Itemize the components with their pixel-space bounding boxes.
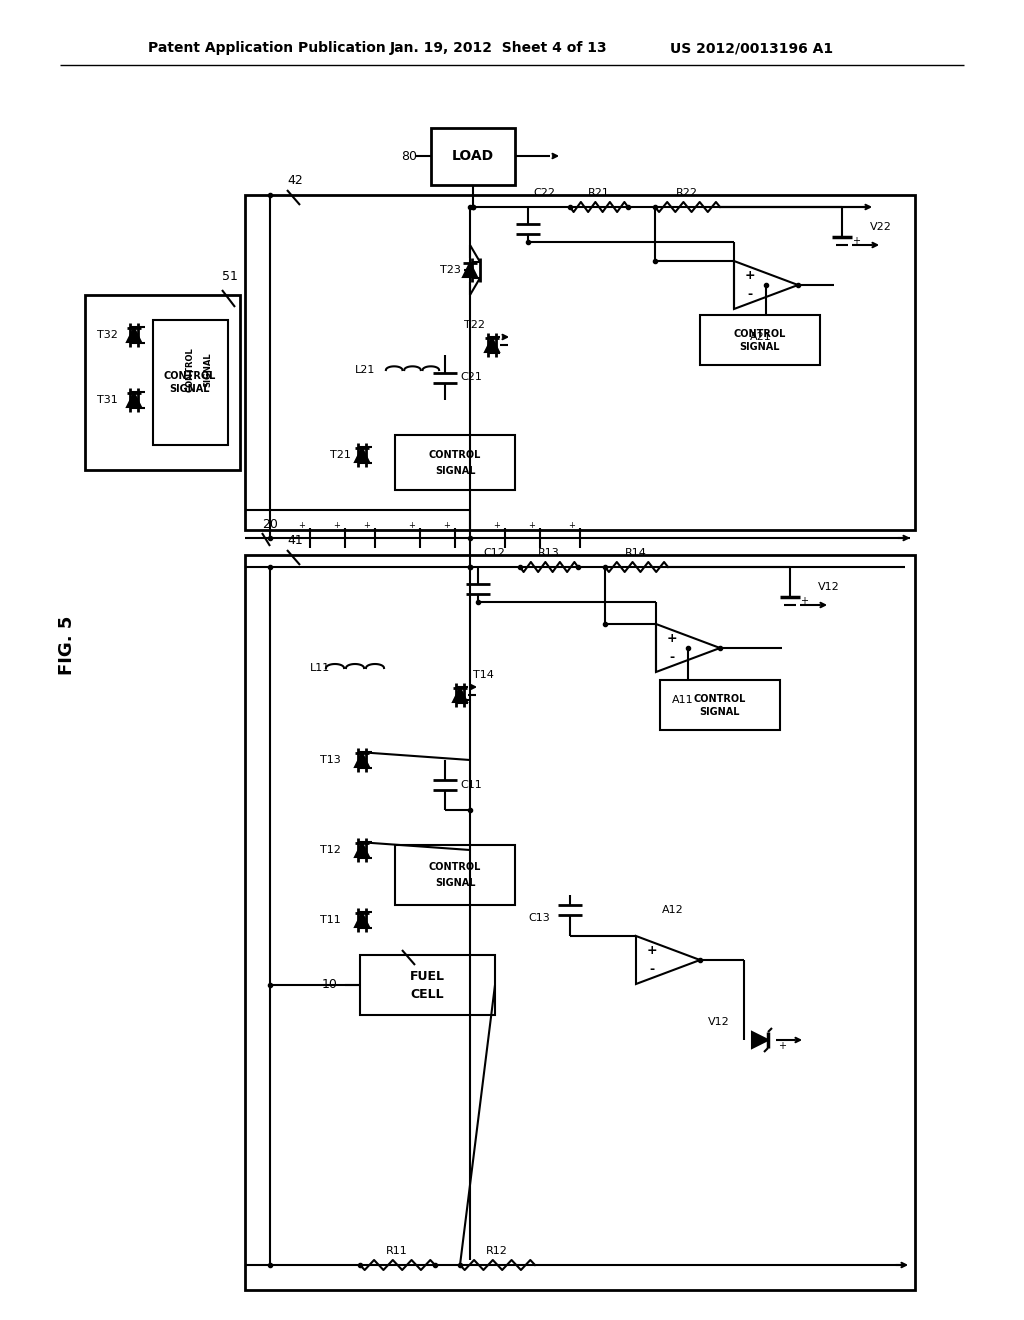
Text: L11: L11 xyxy=(310,663,331,673)
Text: A12: A12 xyxy=(663,906,684,915)
Text: L21: L21 xyxy=(354,366,375,375)
Text: +: + xyxy=(334,521,340,531)
Text: +: + xyxy=(299,521,305,531)
Polygon shape xyxy=(485,338,499,352)
Text: T23: T23 xyxy=(439,265,461,275)
Text: FIG. 5: FIG. 5 xyxy=(58,615,76,675)
Text: R22: R22 xyxy=(676,187,698,198)
Text: SIGNAL: SIGNAL xyxy=(204,352,213,387)
Text: R14: R14 xyxy=(625,548,647,558)
Text: Jan. 19, 2012  Sheet 4 of 13: Jan. 19, 2012 Sheet 4 of 13 xyxy=(390,41,607,55)
Text: CELL: CELL xyxy=(411,989,443,1002)
Text: 10: 10 xyxy=(323,978,338,991)
Bar xyxy=(431,128,515,185)
Text: C12: C12 xyxy=(483,548,505,558)
Polygon shape xyxy=(355,447,369,462)
Text: T11: T11 xyxy=(319,915,340,925)
Text: T12: T12 xyxy=(319,845,340,855)
Text: +: + xyxy=(528,521,536,531)
Bar xyxy=(245,554,915,1290)
Text: A21: A21 xyxy=(751,333,772,342)
Polygon shape xyxy=(355,843,369,857)
Text: R13: R13 xyxy=(539,548,560,558)
Text: C13: C13 xyxy=(528,913,550,923)
Text: SIGNAL: SIGNAL xyxy=(435,466,475,477)
Text: +: + xyxy=(800,597,808,606)
Bar xyxy=(395,436,515,490)
Bar xyxy=(153,319,228,445)
Text: T31: T31 xyxy=(97,395,118,405)
Text: +: + xyxy=(852,236,860,246)
Text: A11: A11 xyxy=(672,696,694,705)
Text: +: + xyxy=(568,521,575,531)
Text: T22: T22 xyxy=(465,319,485,330)
Polygon shape xyxy=(355,913,369,927)
Text: 51: 51 xyxy=(222,271,238,284)
Text: FUEL: FUEL xyxy=(410,970,444,983)
Text: T21: T21 xyxy=(330,450,350,459)
Text: +: + xyxy=(667,632,677,645)
Text: +: + xyxy=(364,521,371,531)
Polygon shape xyxy=(752,1032,768,1048)
Text: T32: T32 xyxy=(97,330,118,341)
Text: C11: C11 xyxy=(460,780,481,789)
Text: CONTROL: CONTROL xyxy=(429,862,481,873)
Text: R11: R11 xyxy=(386,1246,408,1257)
Bar xyxy=(245,195,915,531)
Text: V12: V12 xyxy=(818,582,840,591)
Text: T14: T14 xyxy=(473,671,494,680)
Text: 41: 41 xyxy=(287,533,303,546)
Text: +: + xyxy=(647,944,657,957)
Text: SIGNAL: SIGNAL xyxy=(739,342,780,352)
Text: CONTROL: CONTROL xyxy=(185,347,195,392)
Text: C22: C22 xyxy=(534,187,555,198)
Text: +: + xyxy=(744,269,756,282)
Text: 20: 20 xyxy=(262,517,278,531)
Bar xyxy=(700,315,820,366)
Polygon shape xyxy=(453,688,467,702)
Text: CONTROL: CONTROL xyxy=(429,450,481,459)
Text: SIGNAL: SIGNAL xyxy=(435,878,475,888)
Text: R12: R12 xyxy=(486,1246,508,1257)
Text: US 2012/0013196 A1: US 2012/0013196 A1 xyxy=(670,41,834,55)
Text: LOAD: LOAD xyxy=(452,149,494,162)
Text: 42: 42 xyxy=(287,173,303,186)
Polygon shape xyxy=(355,752,369,767)
Text: -: - xyxy=(649,964,654,975)
Text: 80: 80 xyxy=(401,149,417,162)
Text: -: - xyxy=(748,288,753,301)
Text: V22: V22 xyxy=(870,222,892,232)
Bar xyxy=(85,294,240,470)
Text: C21: C21 xyxy=(460,372,482,381)
Polygon shape xyxy=(127,393,141,407)
Polygon shape xyxy=(127,327,141,342)
Text: T13: T13 xyxy=(319,755,340,766)
Bar xyxy=(660,680,780,730)
Text: CONTROL: CONTROL xyxy=(164,371,216,381)
Bar xyxy=(395,845,515,906)
Polygon shape xyxy=(463,263,477,277)
Text: +: + xyxy=(443,521,451,531)
Text: -: - xyxy=(670,651,675,664)
Text: CONTROL: CONTROL xyxy=(694,694,746,704)
Bar xyxy=(360,954,495,1015)
Text: Patent Application Publication: Patent Application Publication xyxy=(148,41,386,55)
Text: +: + xyxy=(778,1041,786,1051)
Text: V12: V12 xyxy=(709,1016,730,1027)
Text: CONTROL: CONTROL xyxy=(734,329,786,339)
Text: SIGNAL: SIGNAL xyxy=(699,708,740,717)
Text: SIGNAL: SIGNAL xyxy=(170,384,210,393)
Text: +: + xyxy=(409,521,416,531)
Text: +: + xyxy=(494,521,501,531)
Text: R21: R21 xyxy=(588,187,610,198)
